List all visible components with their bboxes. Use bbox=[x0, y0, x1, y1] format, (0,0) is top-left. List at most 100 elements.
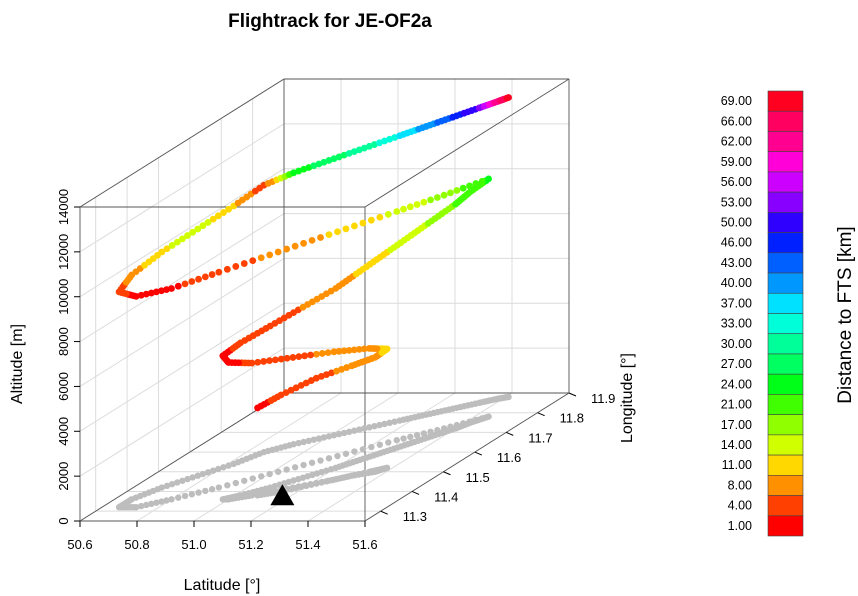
longitude-tick-label: 11.9 bbox=[591, 391, 615, 406]
track-point bbox=[184, 232, 191, 239]
track-point bbox=[174, 282, 182, 290]
track-point bbox=[194, 225, 202, 233]
latitude-tick-label: 51.2 bbox=[238, 537, 263, 552]
colorbar-swatch bbox=[767, 454, 804, 476]
track-point bbox=[271, 356, 279, 364]
bounding-box bbox=[79, 78, 570, 522]
shadow-point bbox=[325, 455, 333, 462]
track-point bbox=[345, 346, 353, 354]
track-point bbox=[453, 187, 461, 194]
track-point bbox=[266, 251, 274, 259]
shadow-point bbox=[158, 484, 166, 491]
track-point bbox=[350, 346, 358, 354]
shadow-point bbox=[340, 474, 348, 481]
shadow-point bbox=[368, 443, 375, 451]
track-point bbox=[291, 242, 299, 250]
fts-marker bbox=[270, 484, 295, 506]
colorbar-swatch bbox=[767, 313, 804, 335]
shadow-point bbox=[283, 466, 290, 473]
shadow-point bbox=[453, 421, 461, 429]
colorbar-swatch bbox=[767, 171, 804, 193]
box-edge bbox=[79, 392, 285, 522]
shadow-point bbox=[143, 501, 150, 509]
shadow-point bbox=[175, 494, 182, 501]
colorbar-tick-label: 40.00 bbox=[721, 276, 752, 290]
colorbar-swatch bbox=[767, 515, 804, 537]
shadow-point bbox=[300, 461, 307, 469]
shadow-point bbox=[334, 452, 341, 460]
track-point bbox=[485, 175, 492, 183]
shadow-point bbox=[307, 480, 314, 488]
axis-ticks: 50.6 50.8 51.0 51.2 51.4 51.6 11.3 11.4 11.5 11.6… bbox=[56, 189, 615, 552]
shadow-point bbox=[330, 431, 338, 439]
latitude-tick-label: 51.6 bbox=[352, 537, 377, 552]
shadow-point bbox=[376, 421, 383, 429]
shadow-point bbox=[168, 480, 176, 488]
colorbar-swatch bbox=[767, 333, 804, 355]
colorbar-swatch bbox=[767, 151, 804, 173]
track-point bbox=[335, 347, 343, 355]
shadow-point bbox=[208, 486, 216, 493]
colorbar-tick-label: 1.00 bbox=[728, 519, 752, 533]
colorbar-tick-label: 62.00 bbox=[721, 135, 752, 149]
latitude-tick-label: 50.6 bbox=[67, 537, 92, 552]
colorbar-swatch bbox=[767, 191, 804, 213]
track-point bbox=[282, 389, 290, 397]
shadow-point bbox=[466, 418, 473, 425]
track-point bbox=[330, 348, 338, 356]
track-point bbox=[292, 384, 300, 392]
track-point bbox=[220, 209, 227, 216]
shadow-point bbox=[320, 434, 328, 441]
shadow-point bbox=[308, 459, 316, 466]
shadow-point bbox=[215, 484, 223, 491]
altitude-tick-label: 4000 bbox=[56, 417, 71, 446]
shadow-point bbox=[351, 471, 358, 479]
latitude-axis-label: Latitude [°] bbox=[184, 577, 261, 594]
shadow-point bbox=[505, 393, 512, 401]
shadow-point bbox=[266, 470, 273, 478]
grid-line bbox=[307, 392, 513, 522]
shadow-point bbox=[241, 477, 248, 484]
shadow-point bbox=[325, 433, 333, 440]
track-point bbox=[459, 184, 467, 192]
track-point bbox=[289, 354, 297, 361]
shadow-point bbox=[199, 470, 207, 478]
longitude-tick-label: 11.8 bbox=[560, 411, 584, 426]
track-point bbox=[300, 239, 307, 247]
colorbar-swatch bbox=[767, 252, 804, 274]
shadow-point bbox=[472, 416, 480, 424]
shadow-point bbox=[202, 487, 209, 495]
shadow-point bbox=[407, 433, 414, 441]
longitude-tick-label: 11.7 bbox=[528, 430, 552, 445]
colorbar-swatch bbox=[767, 394, 804, 415]
shadow-point bbox=[225, 462, 232, 469]
shadow-point bbox=[291, 464, 299, 471]
shadow-point bbox=[345, 473, 353, 480]
track-point bbox=[376, 213, 384, 221]
shadow-point bbox=[188, 491, 196, 498]
colorbar-tick-label: 37.00 bbox=[721, 296, 752, 310]
shadow-point bbox=[391, 418, 398, 425]
longitude-tick bbox=[506, 431, 514, 436]
shadow-point bbox=[138, 502, 145, 510]
track-point bbox=[313, 350, 320, 358]
track-point bbox=[360, 345, 368, 353]
colorbar-label: Distance to FTS [km] bbox=[835, 226, 856, 403]
track-point bbox=[178, 235, 186, 243]
shadow-point bbox=[485, 413, 492, 420]
latitude-tick-label: 50.8 bbox=[124, 537, 149, 552]
shadow-point bbox=[317, 457, 324, 464]
grid-line bbox=[79, 168, 285, 298]
colorbar-tick-label: 4.00 bbox=[728, 499, 752, 513]
shadow-point bbox=[434, 426, 441, 434]
latitude-tick-label: 51.0 bbox=[181, 537, 206, 552]
shadow-point bbox=[361, 469, 368, 477]
colorbar-swatch bbox=[767, 495, 804, 517]
altitude-tick-label: 12000 bbox=[56, 234, 71, 270]
shadow-point bbox=[274, 468, 282, 475]
track-point bbox=[325, 231, 333, 239]
colorbar-swatch bbox=[767, 131, 804, 152]
track-point bbox=[283, 245, 291, 253]
shadow-point bbox=[324, 477, 332, 484]
shadow-point bbox=[289, 484, 297, 491]
